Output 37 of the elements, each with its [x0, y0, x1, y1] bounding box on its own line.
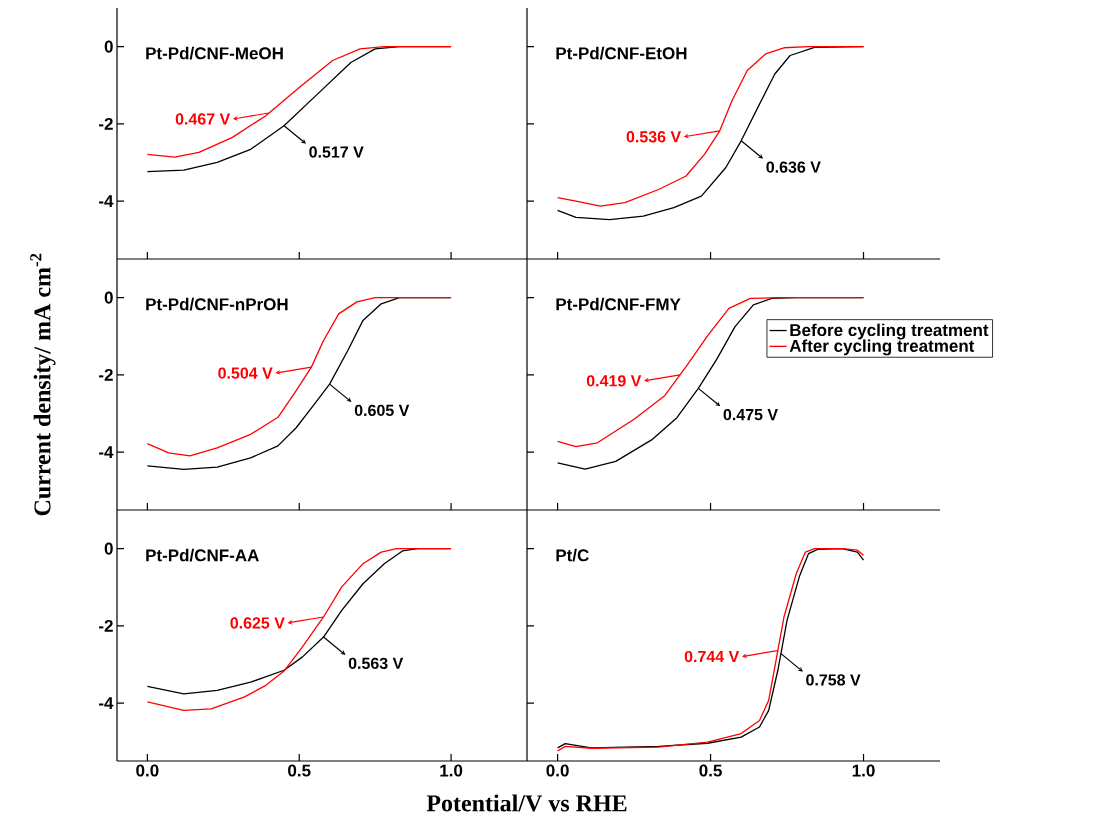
- annotation: 0.605 V: [354, 404, 410, 417]
- legend-label: Before cycling treatment: [790, 323, 989, 340]
- y-tick-label: 0: [104, 291, 113, 304]
- y-axis-title: Current density/ mA cm$^{-2}$: [30, 253, 56, 516]
- annotation: 0.419 V: [586, 375, 642, 387]
- x-tick-label: 1.0: [852, 764, 875, 777]
- annotation: 0.517 V: [309, 146, 364, 158]
- y-tick-label: -2: [99, 619, 113, 632]
- annotation: 0.744 V: [684, 650, 740, 663]
- y-tick-label: -2: [99, 117, 113, 130]
- x-tick-label: 0.0: [546, 764, 569, 777]
- y-tick-label: -4: [99, 446, 114, 458]
- text: Pt-Pd/CNF-FMY: [556, 297, 681, 311]
- annotation: 0.625 V: [230, 617, 285, 629]
- y-tick-label: -2: [99, 368, 113, 381]
- annotation: 0.504 V: [218, 367, 273, 379]
- x-tick-label: 0.5: [288, 764, 311, 777]
- annotation: 0.636 V: [766, 161, 821, 173]
- y-tick-label: -4: [99, 697, 114, 709]
- annotation: 0.536 V: [626, 131, 682, 143]
- text: Pt-Pd/CNF-EtOH: [556, 46, 687, 60]
- text: Pt-Pd/CNF-AA: [146, 548, 259, 562]
- y-tick-label: 0: [104, 40, 113, 53]
- annotation: 0.563 V: [348, 657, 404, 670]
- y-tick-label: -4: [99, 195, 114, 207]
- text: Pt-Pd/CNF-nPrOH: [146, 297, 288, 311]
- annotation: 0.475 V: [723, 408, 778, 421]
- text: Pt/C: [556, 548, 589, 562]
- annotation: 0.758 V: [806, 674, 861, 686]
- x-tick-label: 0.0: [136, 764, 159, 777]
- text: Pt-Pd/CNF-MeOH: [146, 46, 283, 60]
- legend-label: After cycling treatment: [789, 339, 975, 356]
- annotation: 0.467 V: [175, 113, 231, 125]
- y-tick-label: 0: [104, 542, 113, 555]
- x-axis-title: Potential/V vs RHE: [426, 794, 627, 812]
- x-tick-label: 1.0: [440, 764, 463, 777]
- x-tick-label: 0.5: [699, 764, 722, 777]
